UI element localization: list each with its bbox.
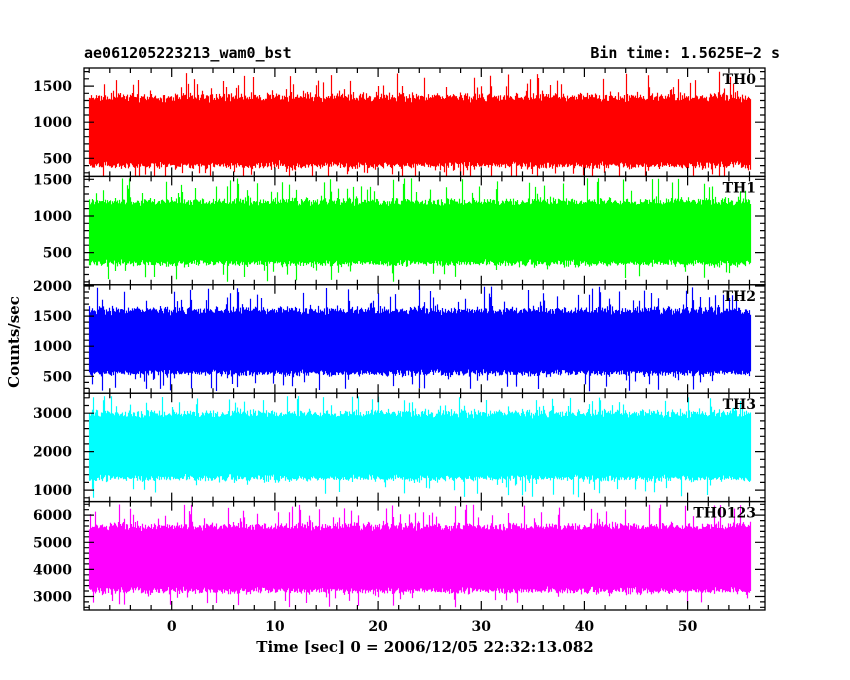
y-tick-label: 500 — [43, 246, 72, 262]
y-tick-label: 500 — [43, 369, 72, 385]
panel-ticks — [84, 501, 765, 610]
x-tick-label: 50 — [678, 619, 698, 635]
panel-label-th3: TH3 — [723, 397, 756, 413]
series-th0123 — [88, 504, 752, 608]
x-tick-label: 30 — [472, 619, 492, 635]
x-axis-label: Time [sec] 0 = 2006/12/05 22:32:13.082 — [256, 638, 594, 656]
y-tick-label: 5000 — [33, 535, 72, 551]
chart-title: ae061205223213_wam0_bst — [84, 44, 292, 62]
panel-label-th2: TH2 — [723, 289, 756, 305]
panel-label-th0123: TH0123 — [693, 506, 756, 522]
y-tick-label: 2000 — [33, 445, 72, 461]
panel-th0: 500 1000 1500 TH0 — [33, 67, 766, 178]
y-tick-label: 1500 — [33, 309, 72, 325]
series-th0 — [88, 71, 752, 177]
y-tick-label: 4000 — [33, 562, 72, 578]
x-tick-label: 20 — [368, 619, 388, 635]
panel-frame — [83, 500, 766, 611]
panel-th1: 500 1000 1500 TH1 — [33, 172, 766, 286]
y-tick-label: 500 — [43, 151, 72, 167]
y-tick-label: 1000 — [33, 339, 72, 355]
x-tick-label: 0 — [167, 619, 177, 635]
y-tick-label: 1500 — [33, 79, 72, 95]
panel-label-th1: TH1 — [723, 180, 756, 196]
panel-th3: 1000 2000 3000 TH3 — [33, 392, 766, 503]
panel-th2: 500 1000 1500 2000 TH2 — [33, 279, 766, 394]
y-tick-label: 1000 — [33, 483, 72, 499]
panel-ticks — [84, 176, 765, 285]
x-tick-label: 40 — [575, 619, 595, 635]
series-th3 — [88, 396, 752, 498]
panel-th0123: 3000 4000 5000 6000 TH0123 — [33, 500, 766, 611]
x-tick-label: 10 — [265, 619, 285, 635]
panel-label-th0: TH0 — [723, 72, 757, 88]
series-th1 — [88, 178, 752, 282]
y-tick-label: 6000 — [33, 508, 72, 524]
panel-ticks — [84, 393, 765, 502]
y-tick-label: 1000 — [33, 115, 72, 131]
y-tick-label: 1000 — [33, 209, 72, 225]
y-tick-label: 3000 — [33, 589, 72, 605]
y-tick-label: 3000 — [33, 406, 72, 422]
y-tick-label: 1500 — [33, 172, 72, 188]
y-tick-label: 2000 — [33, 279, 72, 295]
series-th2 — [88, 286, 752, 392]
panel-ticks — [84, 68, 765, 177]
y-axis-label: Counts/sec — [5, 296, 23, 388]
panel-ticks — [84, 284, 765, 394]
bin-time-label: Bin time: 1.5625E−2 s — [590, 44, 780, 62]
